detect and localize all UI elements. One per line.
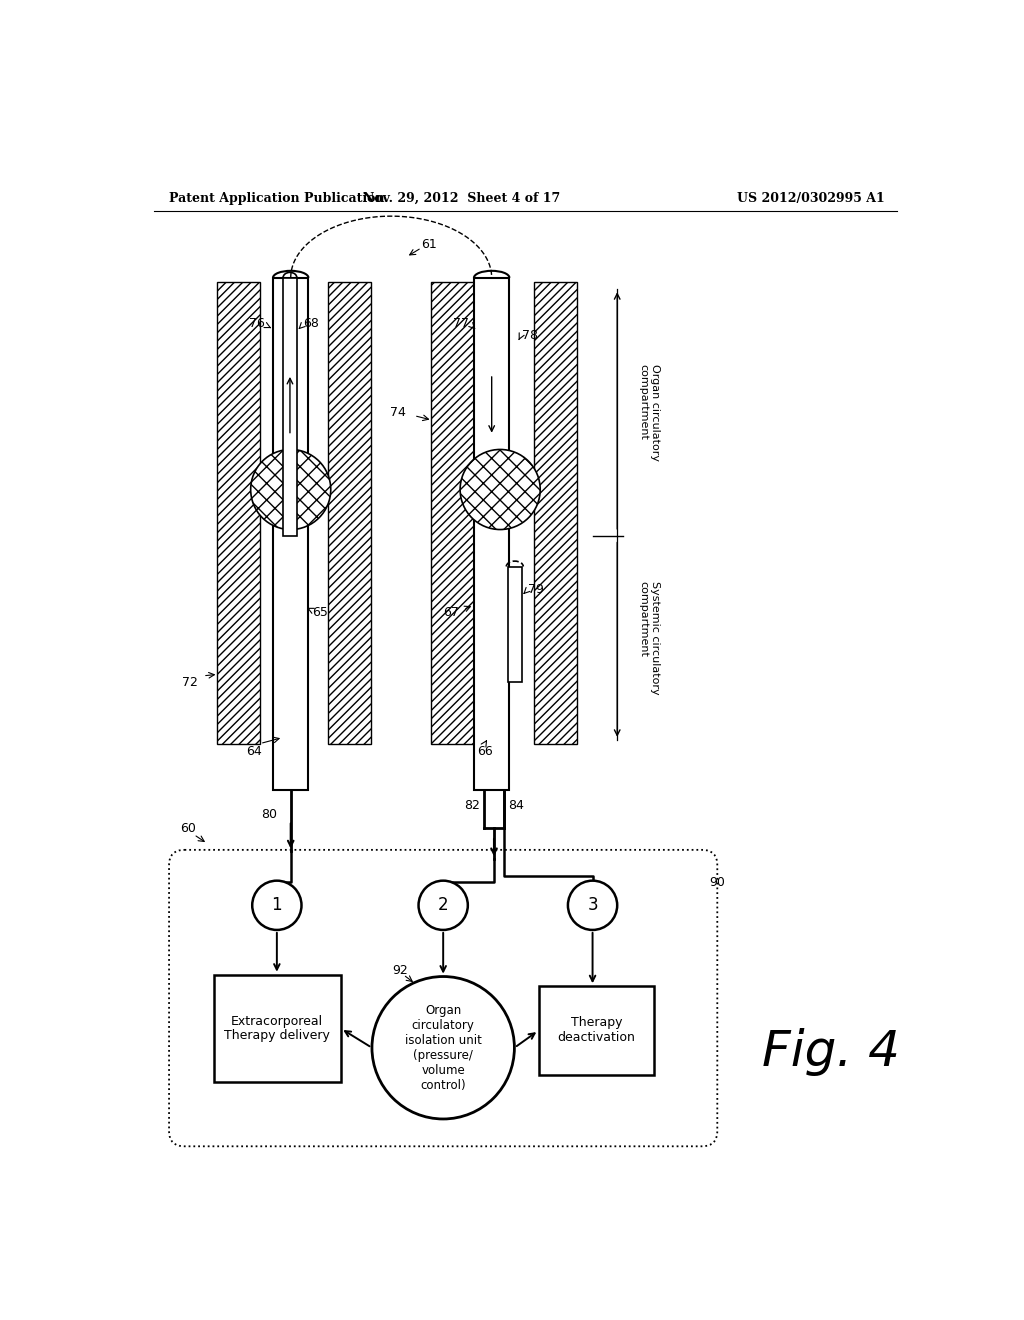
Text: 92: 92 [392,964,409,977]
Text: 61: 61 [422,238,437,251]
Circle shape [460,449,541,529]
Bar [283,277,297,536]
Text: 60: 60 [180,822,197,834]
Text: 1: 1 [271,896,283,915]
Ellipse shape [372,977,514,1119]
Bar [431,281,474,743]
Text: 65: 65 [312,606,328,619]
Circle shape [252,880,301,929]
Text: Extracorporeal
Therapy delivery: Extracorporeal Therapy delivery [224,1015,330,1043]
Text: 67: 67 [442,606,459,619]
Bar [474,277,509,789]
Text: 78: 78 [521,329,538,342]
Text: Patent Application Publication: Patent Application Publication [169,191,385,205]
Text: 76: 76 [249,317,264,330]
FancyBboxPatch shape [169,850,717,1146]
Text: 64: 64 [246,744,262,758]
Text: 68: 68 [303,317,318,330]
Bar [508,566,521,682]
Text: 66: 66 [477,744,493,758]
Text: 74: 74 [390,407,407,418]
Text: 3: 3 [587,896,598,915]
Text: Fig. 4: Fig. 4 [762,1027,900,1076]
Circle shape [568,880,617,929]
Text: Organ circulatory
compartment: Organ circulatory compartment [639,364,660,461]
Bar [217,281,260,743]
Text: Systemic circulatory
compartment: Systemic circulatory compartment [639,581,660,694]
Bar [328,281,371,743]
Circle shape [251,449,331,529]
Text: 77: 77 [454,317,469,330]
Text: Nov. 29, 2012  Sheet 4 of 17: Nov. 29, 2012 Sheet 4 of 17 [364,191,560,205]
Circle shape [419,880,468,929]
Bar [535,281,578,743]
Text: 82: 82 [464,799,480,812]
Bar [214,974,341,1082]
Text: Organ
circulatory
isolation unit
(pressure/
volume
control): Organ circulatory isolation unit (pressu… [404,1003,481,1092]
Text: 80: 80 [261,808,276,821]
Text: 72: 72 [182,676,199,689]
Text: 79: 79 [528,583,544,597]
Text: 2: 2 [438,896,449,915]
Text: Therapy
deactivation: Therapy deactivation [557,1016,635,1044]
Text: US 2012/0302995 A1: US 2012/0302995 A1 [737,191,885,205]
Bar [273,277,308,789]
Text: 90: 90 [710,875,725,888]
Bar [539,986,654,1074]
Text: 84: 84 [508,799,523,812]
